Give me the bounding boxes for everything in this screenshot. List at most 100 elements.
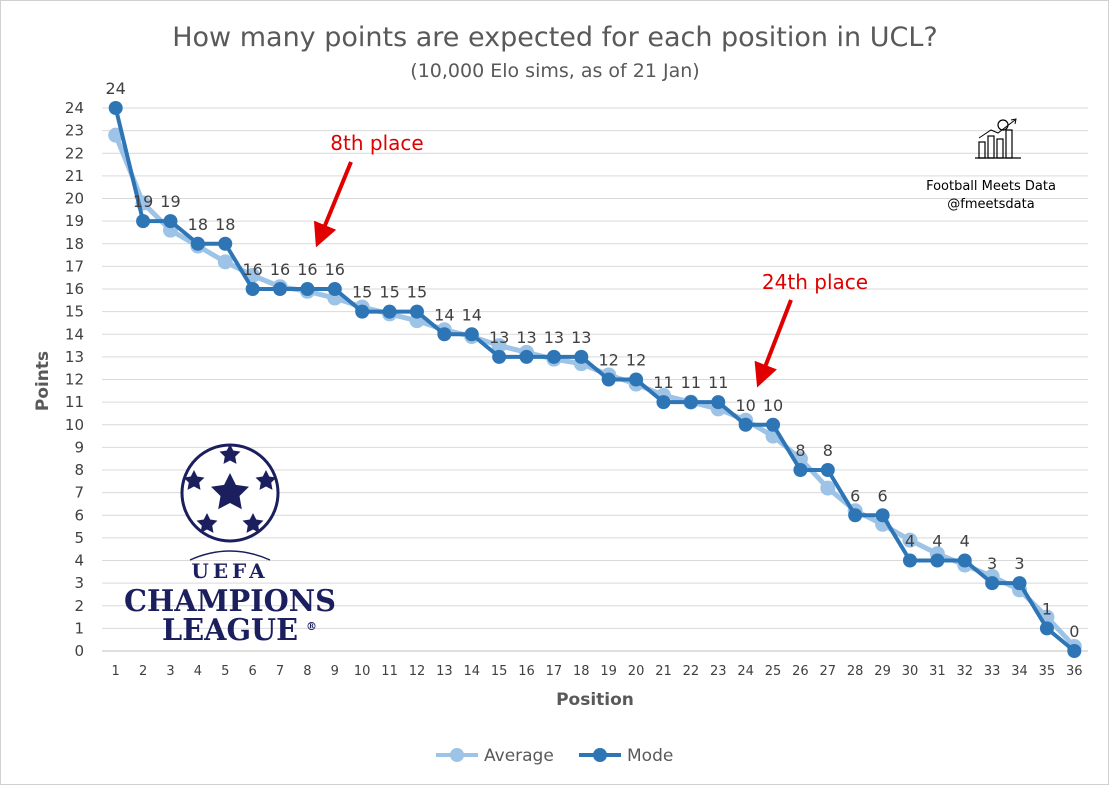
mode-point-17 bbox=[546, 349, 561, 364]
data-label-3: 19 bbox=[160, 192, 180, 211]
mode-point-5 bbox=[218, 236, 233, 251]
legend-mode-marker bbox=[593, 748, 607, 762]
x-tick-label-13: 13 bbox=[436, 664, 453, 679]
data-label-1: 24 bbox=[106, 79, 126, 98]
x-tick-label-4: 4 bbox=[194, 664, 202, 679]
y-tick-label-5: 5 bbox=[74, 529, 84, 547]
x-tick-label-16: 16 bbox=[518, 664, 535, 679]
data-label-14: 14 bbox=[462, 305, 482, 324]
y-axis-title: Points bbox=[33, 351, 53, 411]
x-tick-label-23: 23 bbox=[710, 664, 727, 679]
data-label-28: 6 bbox=[850, 486, 860, 505]
x-tick-label-18: 18 bbox=[573, 664, 590, 679]
mode-point-25 bbox=[766, 417, 781, 432]
data-label-7: 16 bbox=[270, 260, 290, 279]
mode-point-30 bbox=[902, 553, 917, 568]
mode-point-20 bbox=[629, 372, 644, 387]
mode-point-14 bbox=[464, 327, 479, 342]
data-label-33: 3 bbox=[987, 554, 997, 573]
mode-point-18 bbox=[574, 349, 589, 364]
brand-handle: @fmeetsdata bbox=[947, 197, 1034, 212]
y-tick-label-10: 10 bbox=[65, 416, 84, 434]
data-label-26: 8 bbox=[795, 441, 805, 460]
mode-point-10 bbox=[355, 304, 370, 319]
mode-point-13 bbox=[437, 327, 452, 342]
chart-title: How many points are expected for each po… bbox=[172, 22, 938, 53]
mode-point-4 bbox=[190, 236, 205, 251]
x-tick-label-2: 2 bbox=[139, 664, 147, 679]
logo-league: LEAGUE bbox=[162, 613, 298, 648]
legend-mode-label: Mode bbox=[627, 746, 673, 766]
x-tick-label-30: 30 bbox=[902, 664, 919, 679]
y-tick-label-22: 22 bbox=[65, 144, 84, 162]
data-label-9: 16 bbox=[325, 260, 345, 279]
data-label-8: 16 bbox=[297, 260, 317, 279]
data-label-30: 4 bbox=[905, 532, 915, 551]
data-label-34: 3 bbox=[1014, 554, 1024, 573]
logo-champions: CHAMPIONS bbox=[124, 584, 336, 619]
x-axis-title: Position bbox=[556, 690, 634, 710]
y-tick-label-15: 15 bbox=[65, 303, 84, 321]
data-label-27: 8 bbox=[823, 441, 833, 460]
data-label-20: 12 bbox=[626, 351, 646, 370]
y-tick-label-23: 23 bbox=[65, 122, 84, 140]
y-tick-label-16: 16 bbox=[65, 280, 84, 298]
annotation-arrow-1 bbox=[754, 299, 793, 388]
x-tick-label-7: 7 bbox=[276, 664, 284, 679]
data-label-21: 11 bbox=[653, 373, 673, 392]
legend-average-marker bbox=[450, 748, 464, 762]
mode-point-33 bbox=[985, 576, 1000, 591]
x-tick-label-10: 10 bbox=[354, 664, 371, 679]
y-tick-label-20: 20 bbox=[65, 190, 84, 208]
annotation-8th-place: 8th place bbox=[330, 131, 423, 155]
legend: Average Mode bbox=[436, 746, 673, 766]
y-tick-label-6: 6 bbox=[74, 506, 84, 524]
champions-league-logo: UEFA CHAMPIONS LEAGUE ® bbox=[124, 443, 336, 648]
data-label-13: 14 bbox=[434, 305, 454, 324]
mode-point-27 bbox=[820, 463, 835, 477]
x-tick-label-24: 24 bbox=[737, 664, 754, 679]
average-point-5 bbox=[217, 254, 233, 270]
annotation-arrow-0 bbox=[313, 161, 353, 248]
x-tick-label-5: 5 bbox=[221, 664, 229, 679]
x-tick-label-34: 34 bbox=[1011, 664, 1028, 679]
y-tick-label-19: 19 bbox=[65, 212, 84, 230]
mode-point-12 bbox=[409, 304, 424, 319]
logo-registered-mark: ® bbox=[306, 620, 317, 633]
x-tick-label-1: 1 bbox=[112, 664, 120, 679]
data-label-16: 13 bbox=[516, 328, 536, 347]
brand-name: Football Meets Data bbox=[926, 179, 1056, 194]
y-tick-label-13: 13 bbox=[65, 348, 84, 366]
x-tick-label-3: 3 bbox=[166, 664, 174, 679]
data-label-29: 6 bbox=[877, 486, 887, 505]
data-label-11: 15 bbox=[379, 283, 399, 302]
y-tick-label-9: 9 bbox=[74, 438, 84, 456]
mode-point-11 bbox=[382, 304, 397, 319]
data-label-18: 13 bbox=[571, 328, 591, 347]
mode-point-21 bbox=[656, 395, 671, 410]
y-tick-label-14: 14 bbox=[65, 325, 84, 343]
y-tick-label-17: 17 bbox=[65, 257, 84, 275]
data-label-6: 16 bbox=[242, 260, 262, 279]
chart-subtitle: (10,000 Elo sims, as of 21 Jan) bbox=[410, 60, 699, 82]
x-tick-label-21: 21 bbox=[655, 664, 672, 679]
x-tick-label-26: 26 bbox=[792, 664, 809, 679]
mode-point-31 bbox=[930, 553, 945, 568]
x-tick-label-11: 11 bbox=[381, 664, 398, 679]
y-tick-label-11: 11 bbox=[65, 393, 84, 411]
data-label-36: 0 bbox=[1069, 622, 1079, 641]
y-tick-label-18: 18 bbox=[65, 235, 84, 253]
logo-uefa: UEFA bbox=[191, 559, 268, 583]
x-tick-label-35: 35 bbox=[1039, 664, 1056, 679]
bar-chart-football-icon bbox=[975, 118, 1021, 159]
data-label-2: 19 bbox=[133, 192, 153, 211]
x-tick-label-6: 6 bbox=[248, 664, 256, 679]
series-mode bbox=[108, 101, 1082, 658]
mode-point-22 bbox=[683, 395, 698, 410]
average-point-27 bbox=[820, 480, 836, 496]
mode-point-29 bbox=[875, 508, 890, 523]
data-label-19: 12 bbox=[599, 351, 619, 370]
